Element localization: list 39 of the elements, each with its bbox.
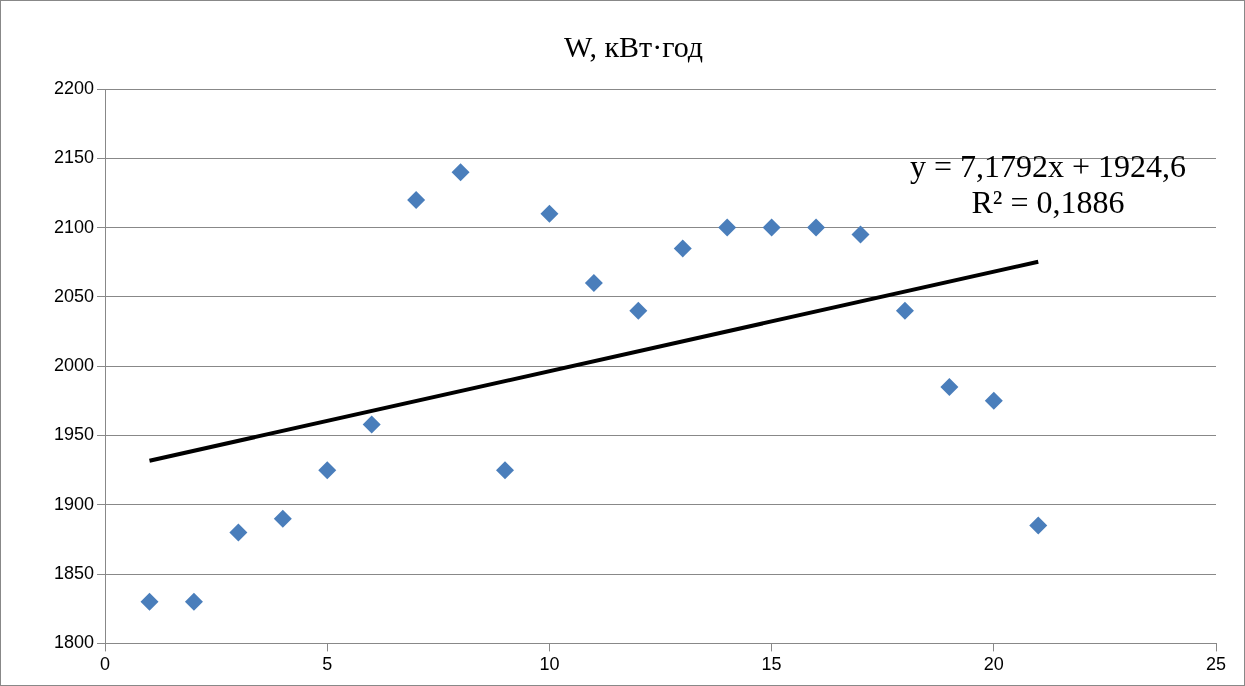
point (540, 204, 559, 223)
y-tick-label: 2100 (54, 216, 95, 237)
point (495, 461, 514, 480)
y-tick-label: 2150 (54, 147, 95, 168)
point (984, 391, 1003, 410)
y-tick-label: 1950 (54, 424, 95, 445)
point (318, 461, 337, 480)
chart-title: W, кВт·год (563, 29, 704, 63)
point (851, 225, 870, 244)
point (407, 190, 426, 209)
y-tick-label: 2200 (54, 77, 95, 98)
point (1029, 516, 1048, 535)
point (584, 274, 603, 293)
point (451, 163, 470, 182)
point (762, 218, 781, 237)
point (273, 509, 292, 528)
point (184, 592, 203, 611)
x-tick-label: 10 (539, 654, 560, 675)
point (629, 301, 648, 320)
y-tick-label: 2000 (54, 355, 95, 376)
x-tick-label: 0 (100, 654, 111, 675)
x-tick-label: 25 (1205, 654, 1227, 675)
y-tick-label: 1800 (54, 632, 95, 653)
y-tick-label: 1850 (54, 563, 95, 584)
point (673, 239, 692, 258)
y-tick-label: 2050 (54, 285, 95, 306)
point (229, 523, 248, 542)
point (140, 592, 159, 611)
point (940, 377, 959, 396)
annotation: y = 7,1792x + 1924,6 (909, 148, 1187, 185)
point (362, 415, 381, 434)
y-tick-label: 1900 (54, 493, 95, 514)
annotation: R² = 0,1886 (971, 184, 1125, 221)
point (895, 301, 914, 320)
point (718, 218, 737, 237)
x-tick-label: 5 (322, 654, 333, 675)
x-tick-label: 20 (983, 654, 1004, 675)
point (807, 218, 826, 237)
x-tick-label: 15 (761, 654, 782, 675)
